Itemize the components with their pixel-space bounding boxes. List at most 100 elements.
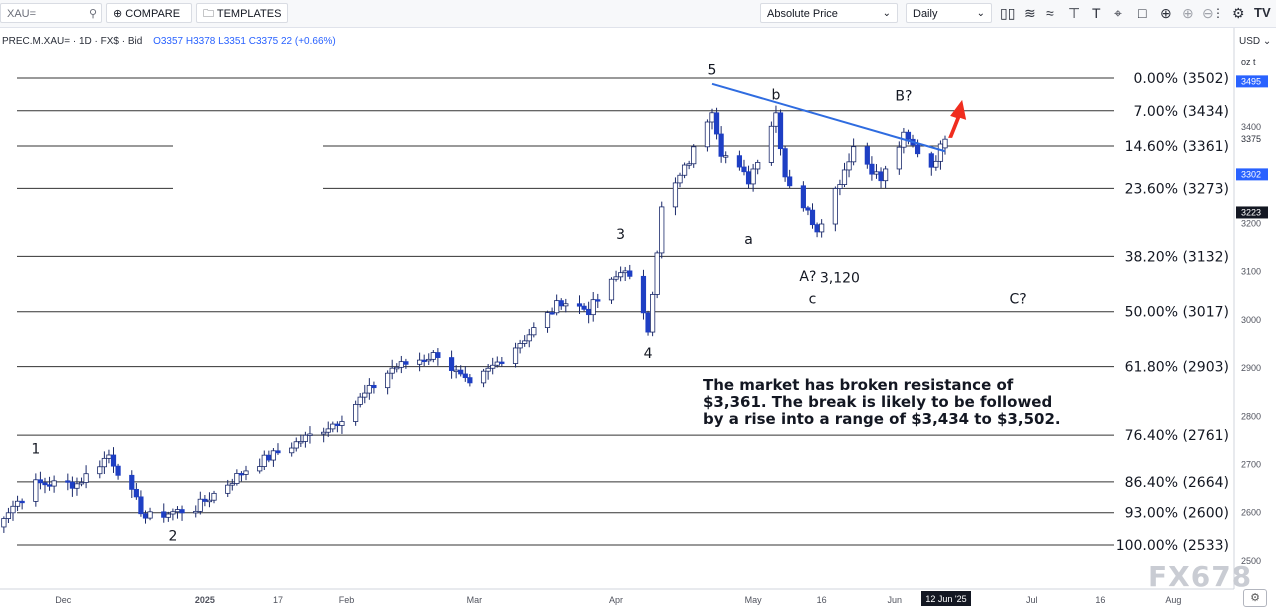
x-tick-label: May bbox=[745, 595, 763, 605]
price-type-value: Absolute Price bbox=[767, 8, 838, 20]
fib-level-label: 0.00% (3502) bbox=[1134, 71, 1229, 87]
crosshair-icon[interactable]: ⊕ bbox=[1160, 5, 1172, 21]
price-type-select[interactable]: Absolute Price ⌄ bbox=[760, 3, 898, 23]
plus-circle-icon: ⊕ bbox=[113, 8, 123, 20]
candle-down bbox=[46, 484, 53, 487]
fib-level-label: 7.00% (3434) bbox=[1134, 104, 1229, 120]
candle-up bbox=[257, 466, 263, 472]
candle-down bbox=[110, 454, 117, 467]
candle-down bbox=[129, 474, 135, 490]
candle-up bbox=[270, 450, 277, 461]
candle-down bbox=[133, 488, 139, 498]
candle-up bbox=[709, 112, 715, 123]
candle-up bbox=[385, 372, 391, 389]
candle-up bbox=[234, 473, 240, 484]
candles-style-icon[interactable]: ▯▯ bbox=[1000, 5, 1016, 21]
candle-down bbox=[878, 171, 884, 182]
price-marker-bg bbox=[1236, 206, 1268, 219]
more-icon[interactable]: ⋮ bbox=[1212, 6, 1224, 20]
candle-down bbox=[403, 361, 409, 365]
candle-down bbox=[499, 361, 505, 364]
candle-up bbox=[101, 457, 107, 468]
price-axis[interactable]: 2500260027002800290030003100320033003400… bbox=[1233, 28, 1268, 589]
wave-label: a bbox=[744, 232, 753, 248]
unit-select[interactable]: oz t bbox=[1241, 57, 1256, 67]
annotation-icon[interactable]: □ bbox=[1138, 5, 1147, 21]
tradingview-logo-icon: TV bbox=[1254, 5, 1271, 20]
fib-level-label: 86.40% (2664) bbox=[1125, 475, 1229, 491]
candle-down bbox=[736, 155, 743, 168]
indicators-icon[interactable]: ≋ bbox=[1024, 5, 1036, 21]
folder-icon: 🗀 bbox=[203, 8, 214, 20]
x-tick-label: Jul bbox=[1026, 595, 1038, 605]
candle-down bbox=[462, 373, 468, 379]
search-icon[interactable]: ⚲ bbox=[88, 8, 97, 20]
candle-down bbox=[745, 171, 752, 185]
candle-up bbox=[211, 492, 217, 501]
drawing-lines-icon[interactable]: ⊤ bbox=[1068, 5, 1081, 21]
templates-button[interactable]: 🗀 TEMPLATES bbox=[196, 3, 288, 23]
candle-up bbox=[686, 163, 692, 166]
fib-level-label: 23.60% (3273) bbox=[1125, 181, 1229, 197]
fib-level-label: 14.60% (3361) bbox=[1125, 139, 1229, 155]
chevron-down-icon: ⌄ bbox=[976, 8, 985, 19]
candle-down bbox=[458, 369, 464, 375]
candle-up bbox=[517, 343, 523, 349]
candle-up bbox=[672, 182, 679, 208]
y-tick-label: 2800 bbox=[1241, 411, 1261, 421]
candle-up bbox=[170, 511, 176, 515]
zoom-in-icon[interactable]: ⊕ bbox=[1182, 5, 1194, 21]
candle-down bbox=[161, 511, 167, 518]
candle-down bbox=[640, 275, 647, 314]
candle-down bbox=[581, 305, 587, 310]
unit-label: oz t bbox=[1241, 57, 1256, 67]
symbol-line: PREC.M.XAU= · 1D · FX$ · Bid bbox=[2, 36, 143, 47]
candle-down bbox=[864, 146, 870, 165]
candle-down bbox=[928, 153, 934, 168]
x-tick-label: 17 bbox=[273, 595, 283, 605]
wave-label: 2 bbox=[168, 528, 177, 544]
resistance-trendline bbox=[711, 82, 946, 153]
crop-icon[interactable]: ⌖ bbox=[1114, 5, 1122, 21]
x-tick-label: 16 bbox=[1095, 595, 1105, 605]
price-marker-label: 3223 bbox=[1241, 207, 1261, 217]
interval-select[interactable]: Daily ⌄ bbox=[906, 3, 992, 23]
text-tool-icon[interactable]: T bbox=[1092, 5, 1101, 21]
fib-level-label: 93.00% (2600) bbox=[1125, 506, 1229, 522]
y-tick-label: 3200 bbox=[1241, 219, 1261, 229]
gear-icon[interactable]: ⚙ bbox=[1243, 589, 1267, 607]
x-tick-label: Dec bbox=[55, 595, 72, 605]
candle-down bbox=[142, 513, 149, 519]
candle-up bbox=[78, 482, 85, 485]
candle-up bbox=[590, 299, 596, 316]
candle-down bbox=[741, 166, 747, 173]
time-axis[interactable]: Dec 2025 17 Feb Mar Apr May 16 Jun 12 Jun '25 Jul 1… bbox=[0, 588, 1234, 606]
candle-up bbox=[165, 513, 171, 518]
candle-up bbox=[289, 447, 295, 454]
candle-up bbox=[531, 327, 537, 336]
candle-down bbox=[576, 303, 583, 307]
wave-label: b bbox=[772, 87, 781, 103]
candle-up bbox=[206, 499, 213, 503]
price-marker-label: 3375 bbox=[1241, 134, 1261, 144]
fib-level-label: 50.00% (3017) bbox=[1125, 305, 1229, 321]
gear-icon[interactable]: ⚙ bbox=[1232, 5, 1245, 21]
candle-up bbox=[494, 361, 500, 366]
symbol-search-input[interactable]: XAU= ⚲ bbox=[0, 3, 102, 23]
compare-button[interactable]: ⊕ COMPARE bbox=[106, 3, 192, 23]
zoom-out-icon[interactable]: ⊖ bbox=[1202, 5, 1214, 21]
currency-select[interactable]: USD ⌄ bbox=[1239, 36, 1272, 47]
candle-up bbox=[417, 359, 423, 365]
candle-up bbox=[362, 392, 368, 398]
candle-down bbox=[549, 312, 555, 315]
candle-up bbox=[33, 479, 39, 502]
date-marker-bg bbox=[921, 591, 971, 606]
wave-icon[interactable]: ≈ bbox=[1046, 5, 1054, 21]
candle-up bbox=[485, 367, 491, 372]
y-tick-label: 2600 bbox=[1241, 508, 1261, 518]
y-tick-label: 2700 bbox=[1241, 460, 1261, 470]
candle-up bbox=[293, 441, 299, 449]
compare-label: COMPARE bbox=[125, 8, 181, 20]
